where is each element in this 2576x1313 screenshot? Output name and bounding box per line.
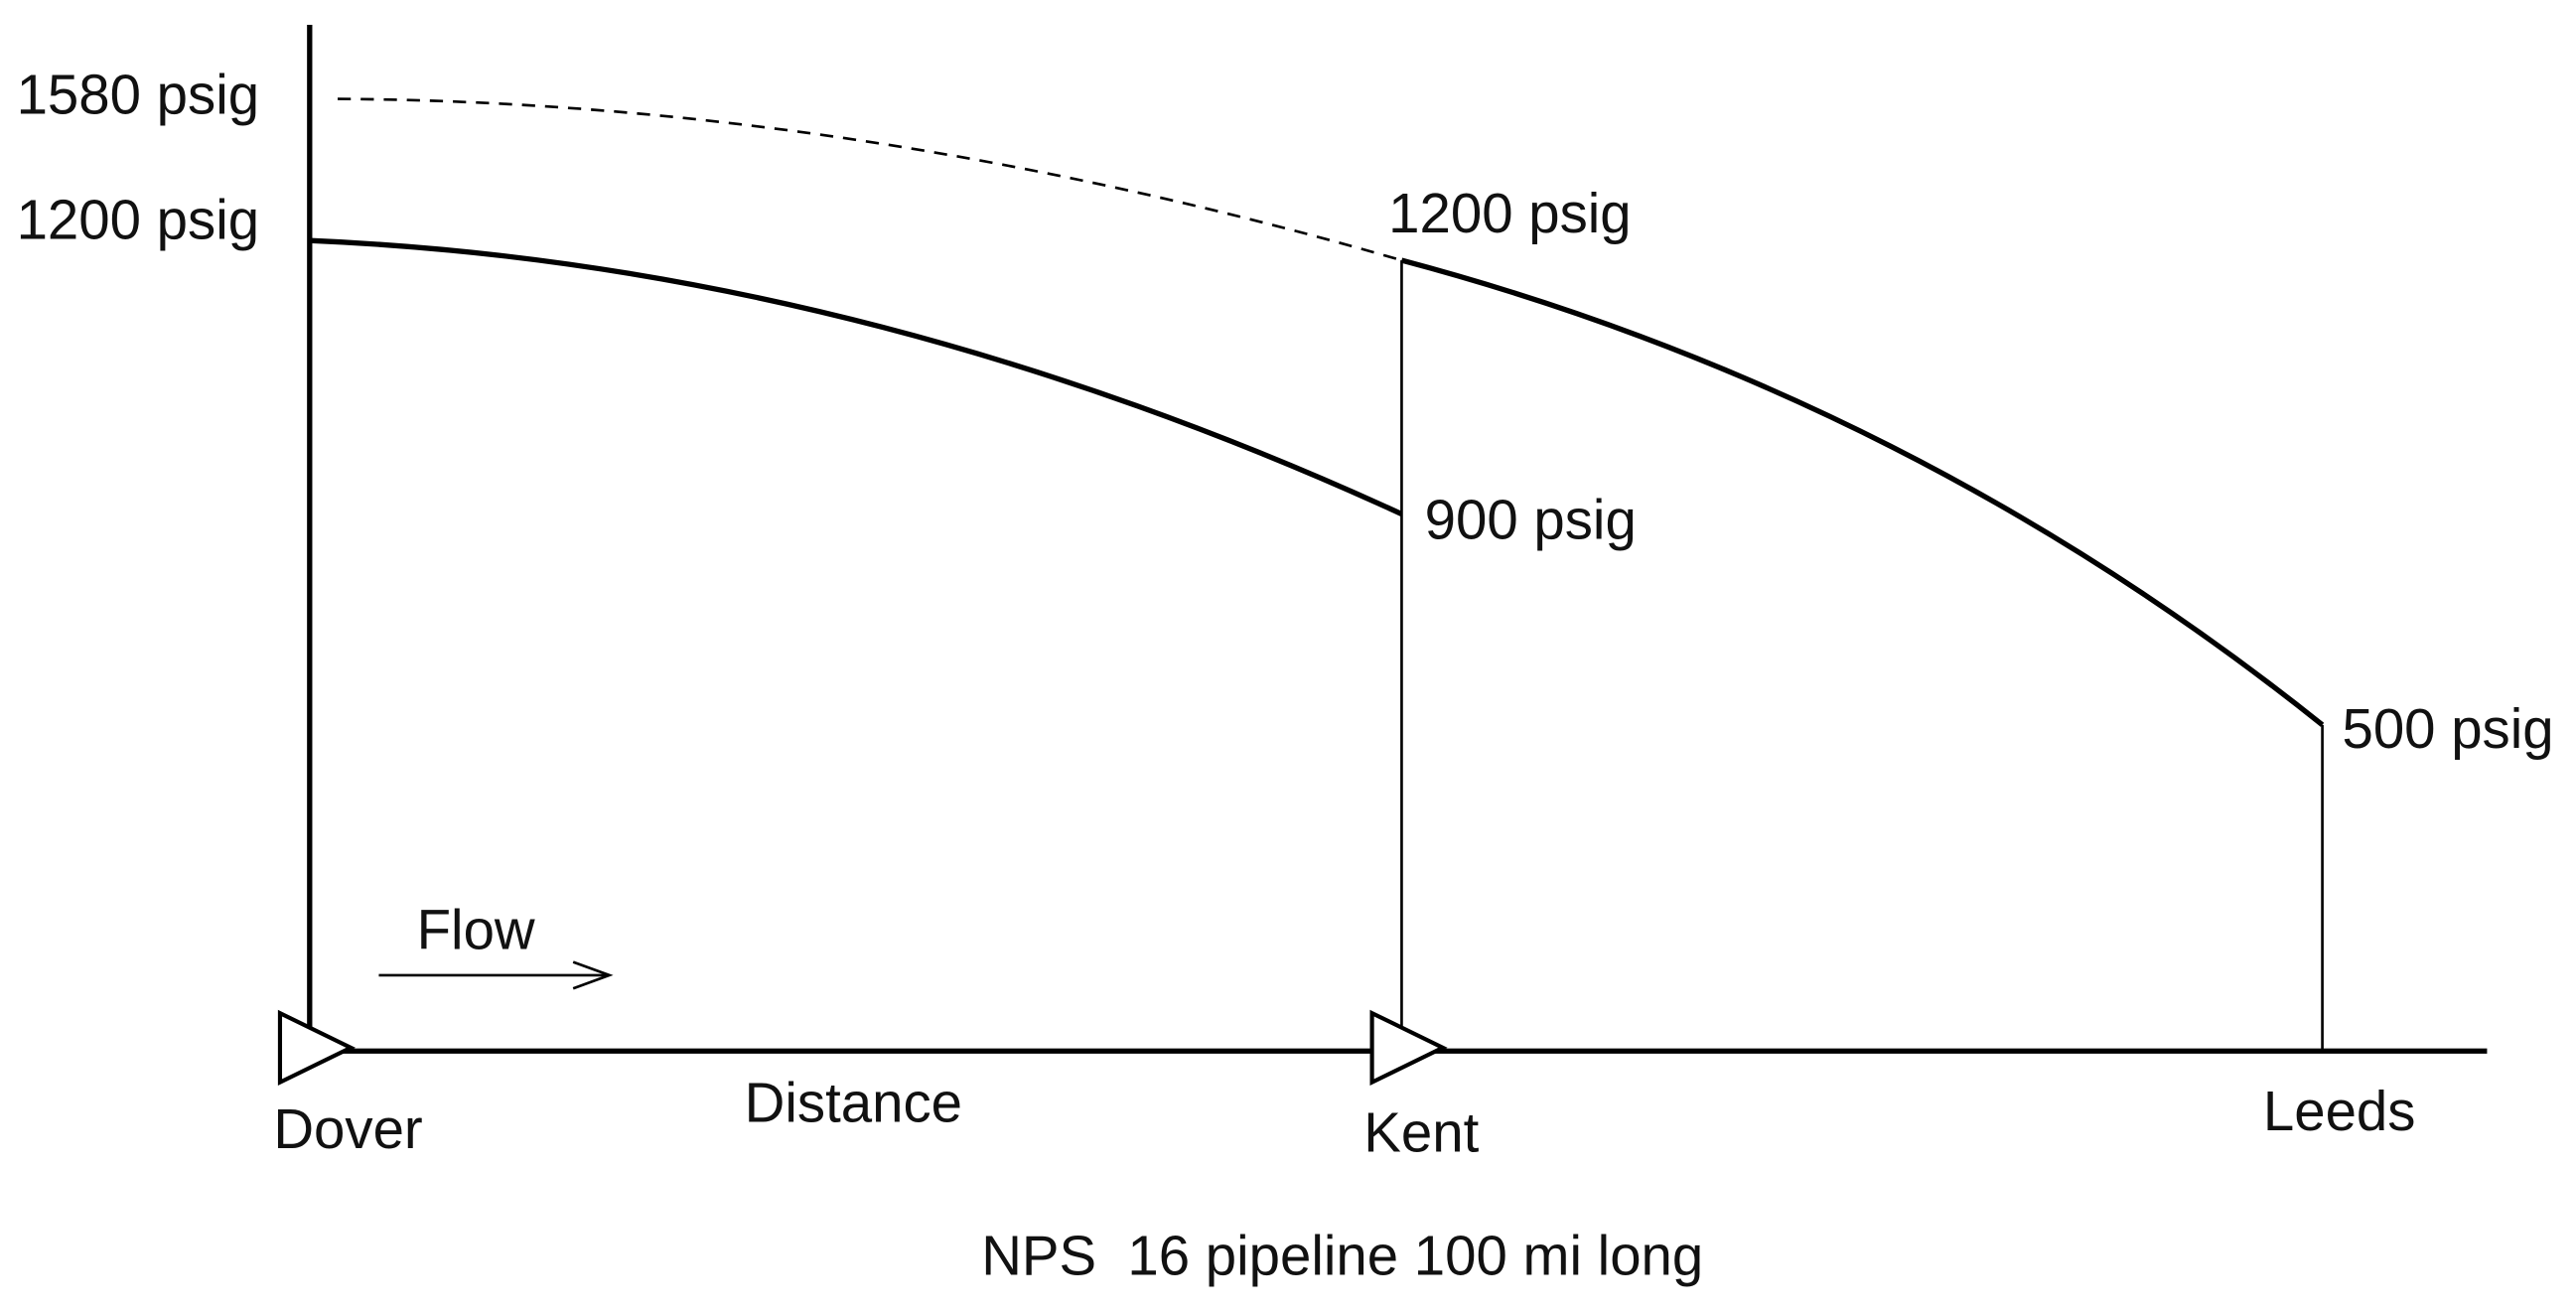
- y-label: 1200 psig: [17, 189, 260, 251]
- flow-label: Flow: [417, 898, 535, 960]
- point-label: 500 psig: [2342, 697, 2553, 760]
- dover-kent-profile: [309, 237, 1403, 516]
- dover-compressor: [277, 1009, 356, 1087]
- dashed-profile: [337, 97, 1402, 262]
- flow-arrowhead: [572, 960, 614, 990]
- kent-compressor: [1369, 1009, 1448, 1087]
- axis-label: Distance: [745, 1072, 962, 1134]
- point-label: 900 psig: [1425, 488, 1637, 550]
- station-label: Leeds: [2263, 1080, 2416, 1142]
- point-label: 1200 psig: [1388, 182, 1632, 244]
- y-label: 1580 psig: [17, 63, 260, 125]
- kent-leeds-profile: [1400, 257, 2325, 727]
- station-label: Kent: [1363, 1100, 1479, 1163]
- caption: NPS 16 pipeline 100 mi long: [981, 1225, 1703, 1287]
- station-label: Dover: [273, 1097, 422, 1160]
